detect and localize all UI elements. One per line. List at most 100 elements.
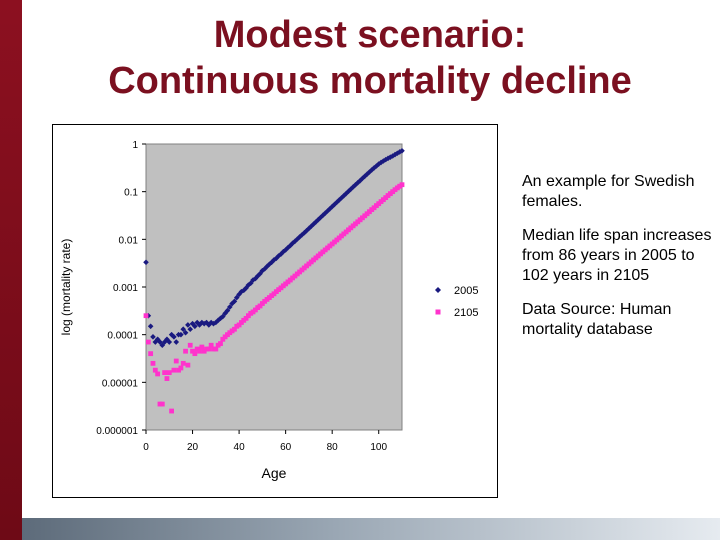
data-point-2005 xyxy=(382,156,389,163)
data-point-2105 xyxy=(232,326,237,332)
x-tick-label: 40 xyxy=(234,442,246,453)
y-tick-label: 1 xyxy=(132,140,138,151)
data-point-2005 xyxy=(299,232,305,238)
x-tick-label: 0 xyxy=(143,442,149,453)
data-point-2005 xyxy=(178,331,184,338)
data-point-2005 xyxy=(317,214,324,221)
data-point-2005 xyxy=(171,334,177,340)
legend-marker-2005 xyxy=(435,287,441,293)
data-point-2005 xyxy=(185,322,191,328)
data-point-2005 xyxy=(201,320,207,327)
data-point-2105 xyxy=(257,303,263,309)
y-axis-label: log (mortality rate) xyxy=(59,239,73,336)
data-point-2105 xyxy=(166,370,172,376)
title-line-2: Continuous mortality decline xyxy=(108,60,632,102)
data-point-2005 xyxy=(154,336,161,343)
data-point-2005 xyxy=(250,277,256,283)
data-point-2005 xyxy=(180,326,187,333)
y-tick-label: 0.001 xyxy=(113,283,138,294)
y-tick-label: 0.01 xyxy=(119,235,139,246)
data-point-2105 xyxy=(169,408,174,414)
data-point-2005 xyxy=(231,298,238,305)
data-point-2005 xyxy=(380,158,387,164)
data-point-2105 xyxy=(143,313,149,319)
x-axis-label: Age xyxy=(262,465,287,481)
bottom-gradient-bar xyxy=(22,518,720,540)
data-point-2105 xyxy=(187,342,193,348)
data-point-2005 xyxy=(287,242,294,249)
data-point-2105 xyxy=(208,342,214,348)
data-point-2005 xyxy=(282,247,289,253)
data-point-2005 xyxy=(289,240,296,246)
data-point-2005 xyxy=(354,179,361,186)
data-point-2105 xyxy=(220,336,226,342)
legend-label-2105: 2105 xyxy=(454,307,478,319)
data-point-2105 xyxy=(183,348,188,354)
data-point-2005 xyxy=(343,190,349,197)
note-data-source: Data Source: Human mortality database xyxy=(522,301,672,338)
data-point-2005 xyxy=(294,236,301,242)
notes-panel: An example for Swedish females. Median l… xyxy=(522,172,712,354)
slide-title: Modest scenario: Continuous mortality de… xyxy=(30,12,710,104)
data-point-2105 xyxy=(236,322,242,328)
data-point-2105 xyxy=(164,376,170,381)
data-point-2005 xyxy=(157,339,163,345)
data-point-2005 xyxy=(366,169,373,175)
data-point-2105 xyxy=(148,351,154,357)
data-point-2105 xyxy=(152,367,158,373)
data-point-2005 xyxy=(173,339,180,345)
data-point-2005 xyxy=(301,230,308,236)
data-point-2005 xyxy=(322,210,328,216)
data-point-2005 xyxy=(310,221,317,227)
data-point-2105 xyxy=(185,362,191,368)
data-point-2105 xyxy=(162,370,168,376)
data-point-2105 xyxy=(173,358,179,364)
legend-label-2005: 2005 xyxy=(454,285,478,297)
data-point-2105 xyxy=(150,360,156,366)
data-point-2005 xyxy=(182,329,189,336)
data-point-2005 xyxy=(224,307,231,314)
data-point-2005 xyxy=(371,165,377,171)
data-point-2105 xyxy=(155,371,161,377)
data-point-2005 xyxy=(226,304,233,310)
data-point-2005 xyxy=(341,192,347,199)
x-tick-label: 80 xyxy=(327,442,339,453)
y-tick-label: 0.00001 xyxy=(102,378,139,389)
data-point-2005 xyxy=(245,282,252,288)
data-point-2005 xyxy=(261,266,268,272)
data-point-2005 xyxy=(199,319,205,326)
data-point-2005 xyxy=(247,280,254,287)
data-point-2005 xyxy=(150,334,156,340)
data-point-2005 xyxy=(187,326,194,333)
data-point-2005 xyxy=(168,331,175,338)
left-accent-bar xyxy=(0,0,22,540)
data-point-2105 xyxy=(190,348,195,354)
data-point-2005 xyxy=(189,320,196,327)
x-tick-label: 100 xyxy=(370,442,387,453)
data-point-2105 xyxy=(171,367,177,373)
y-tick-label: 0.000001 xyxy=(96,426,138,437)
data-point-2005 xyxy=(192,323,198,330)
data-point-2105 xyxy=(218,341,223,346)
data-point-2005 xyxy=(143,259,149,266)
data-point-2105 xyxy=(199,344,205,350)
data-point-2105 xyxy=(213,346,219,352)
data-point-2005 xyxy=(164,336,170,343)
data-point-2005 xyxy=(292,238,298,245)
data-point-2105 xyxy=(180,360,186,366)
data-point-2005 xyxy=(308,223,315,230)
note-median-life-span: Median life span increases from 86 years… xyxy=(522,227,712,284)
x-tick-label: 60 xyxy=(280,442,292,453)
data-point-2105 xyxy=(399,182,405,188)
data-point-2105 xyxy=(145,339,151,345)
data-point-2005 xyxy=(257,270,263,277)
data-point-2005 xyxy=(254,273,261,279)
note-example: An example for Swedish females. xyxy=(522,173,695,210)
data-point-2105 xyxy=(197,348,202,354)
data-point-2005 xyxy=(161,339,168,345)
mortality-chart: 1 0.1 0.01 0.001 0.0001 0.00001 0.000001 0 20 40 6… xyxy=(52,124,498,498)
data-point-2005 xyxy=(378,159,384,166)
y-tick-label: 0.1 xyxy=(124,188,138,199)
data-point-2005 xyxy=(264,263,270,270)
data-point-2005 xyxy=(147,323,154,330)
